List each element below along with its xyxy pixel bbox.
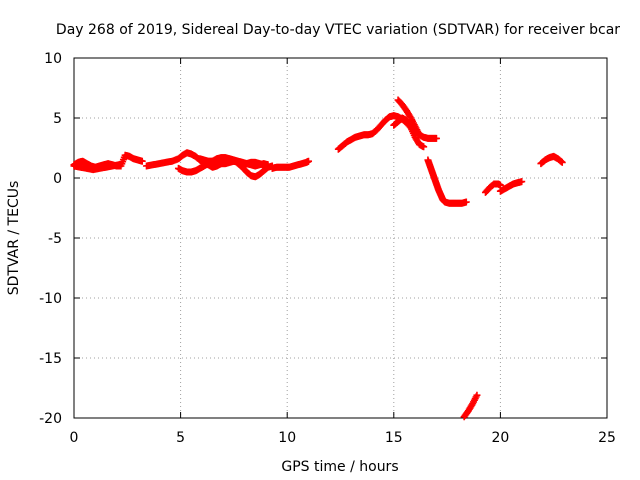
data-point xyxy=(432,134,440,142)
data-point xyxy=(473,391,481,399)
data-point xyxy=(260,161,268,169)
y-tick-label: -15 xyxy=(39,351,62,367)
y-axis-label: SDTVAR / TECUs xyxy=(6,181,22,296)
data-point xyxy=(115,161,123,169)
chart-title: Day 268 of 2019, Sidereal Day-to-day VTE… xyxy=(56,22,620,38)
data-point xyxy=(415,131,423,139)
x-tick-label: 10 xyxy=(278,430,296,446)
x-tick-label: 0 xyxy=(70,430,79,446)
x-axis-label: GPS time / hours xyxy=(281,459,398,475)
y-tick-label: -10 xyxy=(39,291,62,307)
y-tick-label: 10 xyxy=(44,51,62,67)
data-point xyxy=(558,158,566,166)
data-point xyxy=(138,157,146,165)
series-track-j xyxy=(424,156,470,207)
grid-lines xyxy=(74,58,607,418)
series-track-i xyxy=(394,96,423,139)
axis-ticks xyxy=(73,57,608,419)
plot-frame xyxy=(73,57,608,419)
x-tick-label: 5 xyxy=(176,430,185,446)
x-tick-label: 15 xyxy=(385,430,403,446)
y-tick-label: 0 xyxy=(53,171,62,187)
series-track-l xyxy=(496,178,526,195)
series-track-e xyxy=(196,155,268,169)
series-track-k xyxy=(481,180,504,196)
data-point xyxy=(496,181,504,189)
y-tick-label: 5 xyxy=(53,111,62,127)
series-track-f xyxy=(268,157,313,172)
y-tick-label: -5 xyxy=(48,231,62,247)
x-tick-label: 20 xyxy=(491,430,509,446)
y-tick-label: -20 xyxy=(39,411,62,427)
data-point xyxy=(518,178,526,186)
y-tick-labels: -20 -15 -10 -5 0 5 10 xyxy=(39,51,62,427)
series-track-b xyxy=(70,161,123,174)
x-tick-labels: 0 5 10 15 20 25 xyxy=(70,430,616,446)
series-track-h xyxy=(390,114,428,151)
data-point xyxy=(462,198,470,206)
data-point xyxy=(305,157,313,165)
series-track-m xyxy=(537,152,566,168)
series-track-n xyxy=(460,391,481,421)
x-tick-label: 25 xyxy=(598,430,616,446)
data-point xyxy=(420,143,428,151)
data-points xyxy=(70,96,566,421)
